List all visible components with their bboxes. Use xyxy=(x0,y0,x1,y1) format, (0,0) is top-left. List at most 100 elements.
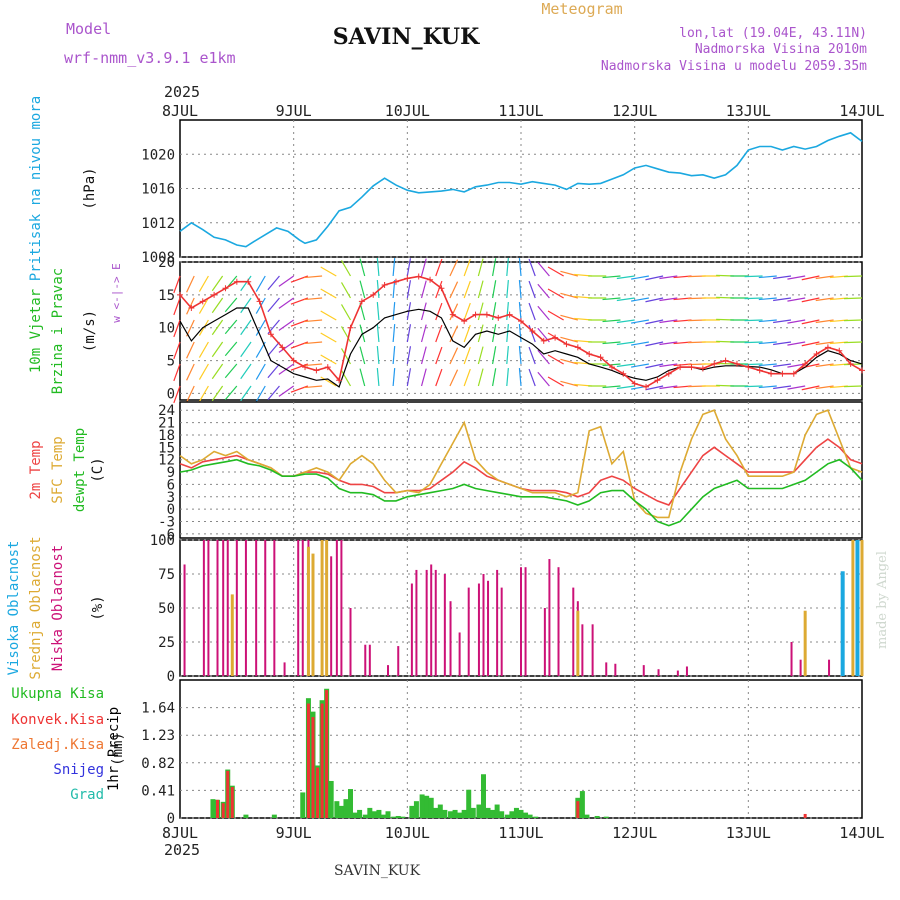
bar-cloud_low xyxy=(273,540,276,676)
wind-barb xyxy=(267,385,280,401)
wind-barb xyxy=(787,275,806,280)
legend-hail: Grad xyxy=(70,787,104,803)
y-tick-label: -6 xyxy=(158,527,175,543)
wind-barb xyxy=(773,363,792,368)
wind-barb xyxy=(406,280,412,299)
bar-cloud_low xyxy=(264,540,267,676)
wind-barb xyxy=(320,332,337,343)
wind-barb xyxy=(211,341,224,358)
wind-barb xyxy=(518,258,522,277)
gust-marker xyxy=(415,273,422,280)
wind-barb xyxy=(240,297,252,314)
bar-cloud_high xyxy=(855,540,860,676)
wind-barb xyxy=(528,302,536,321)
wind-barb xyxy=(435,324,443,343)
chart-root: 8JUL 8JUL 9JUL 9JUL 10JUL 10JUL 11JUL 11JUL 12JU… xyxy=(6,96,885,842)
bar-precip_total xyxy=(476,804,482,818)
wind-barb xyxy=(420,368,427,387)
bar-cloud_mid xyxy=(576,610,580,676)
wind-barb xyxy=(340,282,352,299)
gust-marker xyxy=(836,347,843,354)
bar-precip_total xyxy=(490,809,496,818)
wind-barb xyxy=(616,319,635,324)
wind-barb xyxy=(528,258,536,277)
wind-barb xyxy=(758,385,777,389)
wind-barb xyxy=(420,324,427,343)
wind-barb xyxy=(815,363,834,368)
bar-cloud_low xyxy=(790,642,793,676)
wind-barb xyxy=(547,288,564,299)
bar-precip_total xyxy=(391,816,397,818)
bar-precip_total xyxy=(499,811,505,818)
gust-marker xyxy=(438,285,445,292)
panel-pressure: 1008 1012 1016 1020 Pritisak na nivou mora (h… xyxy=(28,96,863,281)
bar-precip_total xyxy=(300,792,306,818)
bar-cloud_low xyxy=(283,662,286,676)
wind-barb xyxy=(518,280,522,299)
wind-barb xyxy=(843,275,863,278)
bar-precip_total xyxy=(579,791,585,818)
wind-barb xyxy=(320,310,337,321)
wind-barb xyxy=(528,280,536,299)
bar-cloud_mid xyxy=(311,553,315,676)
bar-precip_total xyxy=(348,789,353,818)
bar-precip_total xyxy=(400,816,406,818)
wind-barb xyxy=(537,349,550,365)
wind-barb xyxy=(340,304,352,321)
wind-barb xyxy=(304,341,323,345)
bar-precip_total xyxy=(461,809,467,818)
bar-precip_total xyxy=(357,809,363,818)
wind-barb xyxy=(359,324,366,343)
wind-barb xyxy=(435,280,443,299)
gust-marker xyxy=(688,364,695,371)
bar-precip_conv xyxy=(306,703,310,818)
gust-marker xyxy=(677,364,684,371)
wind-barb xyxy=(787,341,806,346)
chart-subtitle: Meteogram xyxy=(541,0,622,18)
wind-barb xyxy=(240,385,252,402)
gust-marker xyxy=(222,285,229,292)
y-tick-label: 0.82 xyxy=(141,756,175,772)
gust-marker xyxy=(324,364,331,371)
wind-barb xyxy=(435,258,443,277)
wind-barb xyxy=(815,297,834,302)
x-tick-label-top: 9JUL xyxy=(276,102,312,120)
y-tick-label: 6 xyxy=(167,477,175,493)
wind-barb xyxy=(198,363,209,380)
bar-cloud_low xyxy=(477,583,480,676)
wind-barb xyxy=(616,297,635,302)
panel-wind: 0 5 10 15 20 10m Vjetar Brzina i Pravac (m/s) w … xyxy=(28,255,865,404)
wind-barb xyxy=(376,324,380,343)
gust-marker xyxy=(449,311,456,318)
panel-ylabel: Pritisak na nivou mora xyxy=(28,96,44,281)
wind-barb xyxy=(406,368,412,387)
gust-marker xyxy=(768,370,775,377)
bar-cloud_low xyxy=(434,569,437,676)
wind-barb xyxy=(631,341,649,346)
wind-barb xyxy=(449,325,459,343)
wind-barb xyxy=(843,297,863,300)
wind-barb xyxy=(198,275,209,292)
wind-barb xyxy=(744,319,763,322)
bar-precip_total xyxy=(594,815,600,818)
gust-marker xyxy=(563,341,570,348)
bar-cloud_low xyxy=(226,540,229,676)
wind-barb xyxy=(304,297,323,301)
wind-barb xyxy=(198,297,209,314)
wind-barb xyxy=(173,341,181,360)
wind-barb xyxy=(645,275,664,281)
wind-barb xyxy=(506,346,509,365)
wind-barb xyxy=(255,275,266,292)
wind-barb xyxy=(392,302,396,321)
wind-barb xyxy=(645,341,664,347)
panel-clouds: 0 25 50 75 100 Visoka Oblacnost Srednja Oblacn… xyxy=(6,533,864,685)
y-tick-label: 0 xyxy=(167,386,175,402)
bar-cloud_low xyxy=(410,583,413,676)
wind-barb xyxy=(616,385,635,390)
wind-barb xyxy=(560,336,578,343)
bar-cloud_low xyxy=(520,567,522,676)
wind-barb xyxy=(547,266,564,277)
wind-barb xyxy=(477,280,484,299)
gust-marker xyxy=(529,328,536,334)
x-tick-label-top: 13JUL xyxy=(726,102,771,120)
